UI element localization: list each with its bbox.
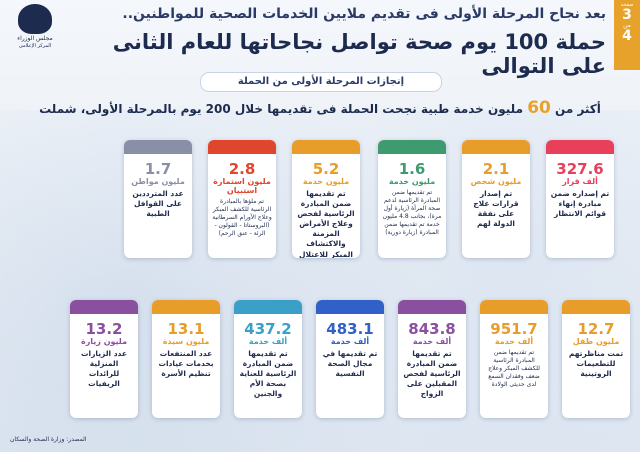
card-description: تم إصدار قرارات علاج على نفقة الدولة لهم (473, 188, 519, 229)
card-number: 2 (516, 140, 524, 141)
card-unit: مليون استمارة استبيان (213, 177, 271, 195)
card-description: تم تقديمها ضمن المبادرة الرئاسية لفحص وع… (297, 188, 355, 258)
page-current: 3 (622, 7, 632, 23)
card-number: 11 (281, 300, 296, 301)
card-unit: ألف قرار (562, 177, 598, 186)
card-number: 7 (616, 300, 624, 301)
card-number: 4 (346, 140, 354, 141)
card-number: 1 (600, 140, 608, 141)
card-badge: 3 (378, 140, 446, 154)
card-unit: مليون سيدة (162, 337, 210, 346)
card-badge: 11 (234, 300, 302, 314)
card-unit: مليون طفل (572, 337, 620, 346)
card-number: 3 (432, 140, 440, 141)
card-unit: ألف خدمة (330, 337, 370, 346)
card-number: 5 (262, 140, 270, 141)
intro-number: 60 (527, 98, 551, 118)
card-value: 437.2 (244, 320, 292, 338)
card-value: 2.1 (482, 160, 510, 178)
intro-after: مليون خدمة طبية نجحت الحملة فى تقديمها خ… (39, 102, 528, 116)
card-badge: 9 (398, 300, 466, 314)
card-value: 843.8 (408, 320, 456, 338)
card-description: تم تقديمها ضمن المبادرة الرئاسية لفحص ال… (403, 348, 461, 399)
page-title: حملة 100 يوم صحة تواصل نجاحاتها للعام ال… (112, 30, 606, 78)
section-label: إنجازات المرحلة الأولى من الحملة (200, 72, 442, 92)
header-subtitle: بعد نجاح المرحلة الأولى فى تقديم ملايين … (122, 6, 606, 22)
card-description: تم تقديمها ضمن المبادرة الرئاسية لدعم صح… (382, 188, 442, 237)
card-value: 1.7 (144, 160, 172, 178)
card-badge: 4 (292, 140, 360, 154)
card-unit: ألف خدمة (412, 337, 452, 346)
card-unit: مليون خدمة (302, 177, 350, 186)
card-description: عدد المترددين على القوافل الطبية (132, 188, 184, 219)
card-description: تم تقديمها ضمن المبادرة الرئاسية للكشف ا… (488, 348, 540, 389)
card-number: 8 (534, 300, 542, 301)
card-description: تم تقديمها في مجال الصحة النفسية (322, 348, 378, 379)
card-unit: مليون خدمة (388, 177, 436, 186)
card-badge: 7 (562, 300, 630, 314)
card-number: 9 (452, 300, 460, 301)
card-number: 12 (199, 300, 214, 301)
card-unit: مليون زيارة (80, 337, 128, 346)
card-unit: مليون مواطن (131, 177, 185, 186)
card-value: 13.2 (85, 320, 123, 338)
card-unit: ألف خدمة (494, 337, 534, 346)
card-value: 1.6 (398, 160, 426, 178)
page-of-label: من (623, 22, 631, 29)
cabinet-logo: مجلس الوزراء المركز الإعلامى (6, 4, 64, 62)
card-value: 2.8 (228, 160, 256, 178)
card-badge: 1 (546, 140, 614, 154)
card-unit: مليون شخص (470, 177, 522, 186)
card-value: 483.1 (326, 320, 374, 338)
page-label: صفحة (620, 2, 634, 8)
card-badge: 5 (208, 140, 276, 154)
card-value: 5.2 (312, 160, 340, 178)
logo-ministry-text: مجلس الوزراء (17, 35, 53, 42)
card-description: تمت مناظرتهم للتطعيمات الروتينية (568, 348, 624, 379)
card-value: 951.7 (490, 320, 538, 338)
card-description: تم ملؤها بالمبادرة الرئاسية للكشف المبكر… (212, 197, 272, 237)
page-indicator: صفحة 3 من 4 (614, 0, 640, 70)
card-description: تم إصداره ضمن مبادرة إنهاء قوائم الانتظا… (550, 188, 610, 219)
card-description: عدد المنتفعات بخدمات عيادات تنظيم الأسرة (158, 348, 214, 379)
intro-before: أكثر من (550, 102, 601, 116)
source-note: المصدر: وزارة الصحة والسكان (10, 436, 87, 443)
intro-text: أكثر من 60 مليون خدمة طبية نجحت الحملة ف… (12, 98, 628, 118)
card-number: 10 (363, 300, 378, 301)
logo-media-text: المركز الإعلامى (18, 42, 52, 49)
card-badge: 2 (462, 140, 530, 154)
card-description: تم تقديمها ضمن المبادرة الرئاسية للعناية… (239, 348, 297, 399)
card-unit: ألف خدمة (248, 337, 288, 346)
card-number: 6 (178, 140, 186, 141)
card-description: عدد الزيارات المنزلية للرائدات الريفيات (80, 348, 128, 389)
card-badge: 13 (70, 300, 138, 314)
card-value: 327.6 (556, 160, 604, 178)
card-badge: 8 (480, 300, 548, 314)
card-badge: 12 (152, 300, 220, 314)
eagle-emblem-icon (18, 4, 52, 34)
card-badge: 6 (124, 140, 192, 154)
card-value: 12.7 (577, 320, 615, 338)
card-badge: 10 (316, 300, 384, 314)
card-number: 13 (117, 300, 132, 301)
page-total: 4 (622, 28, 632, 44)
card-value: 13.1 (167, 320, 205, 338)
